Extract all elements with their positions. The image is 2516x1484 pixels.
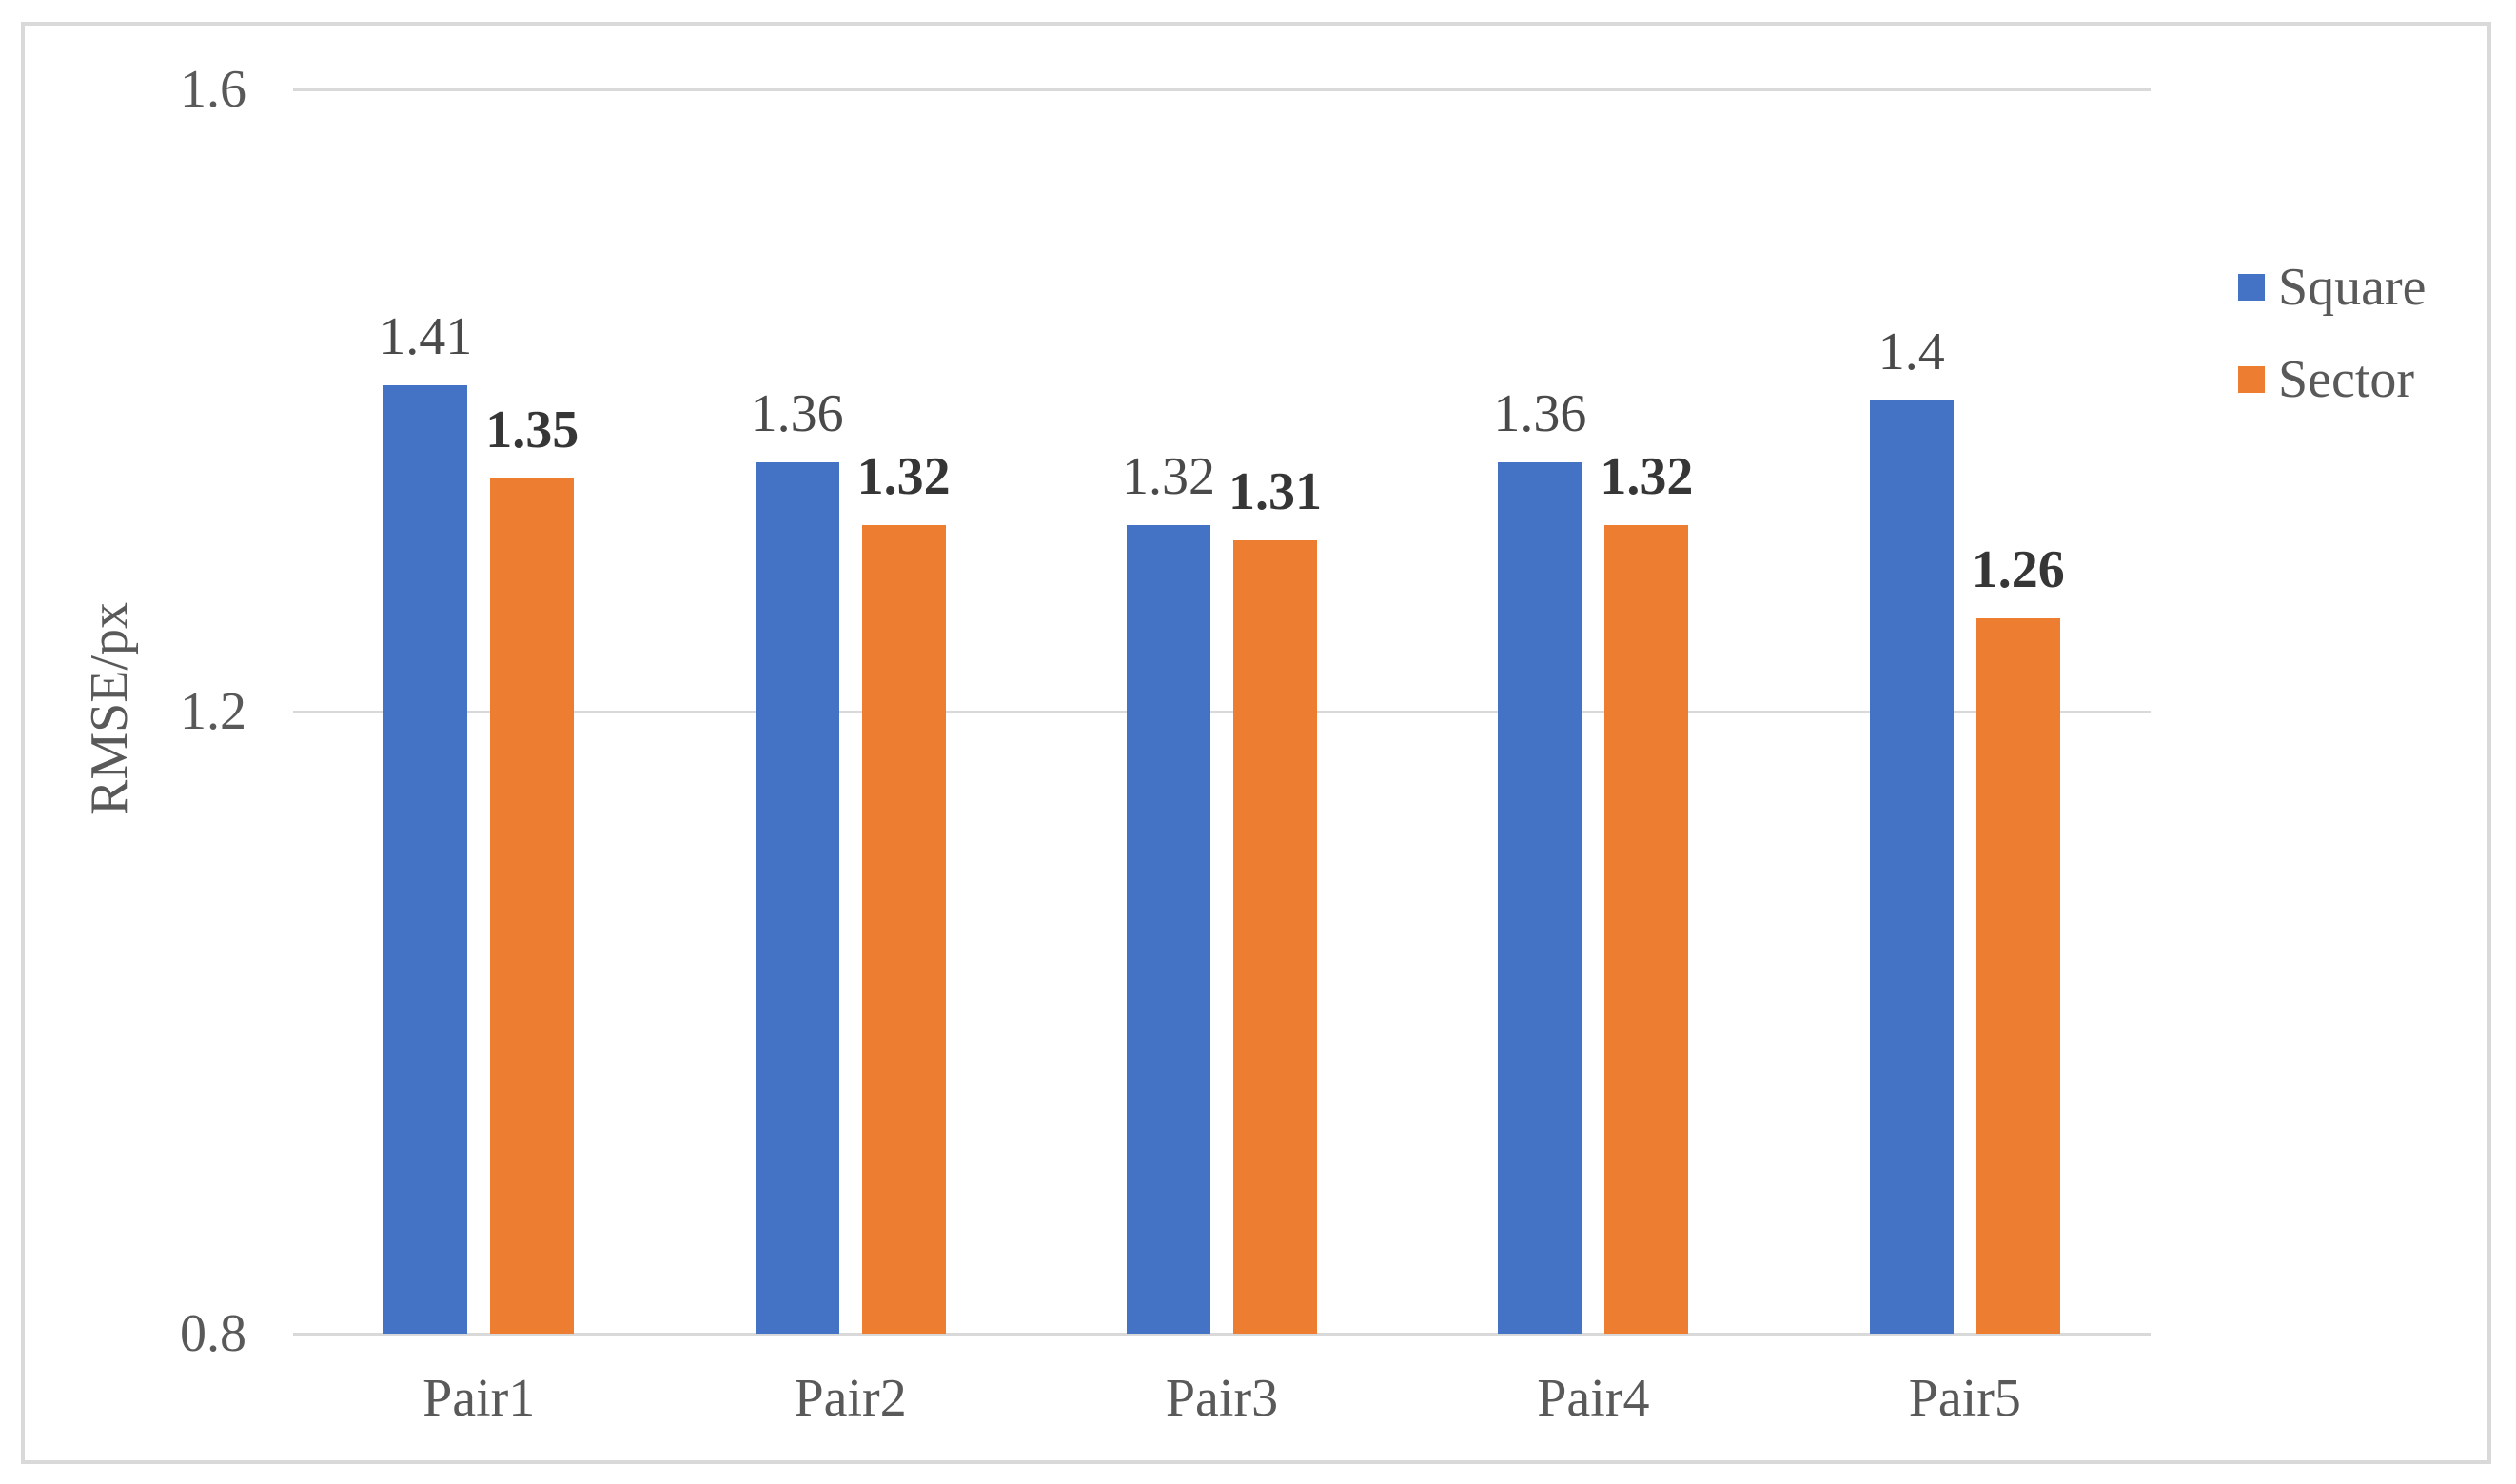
legend-swatch-sector-icon [2238, 366, 2265, 393]
legend-item-sector: Sector [2238, 347, 2414, 412]
bar-square-pair2 [755, 462, 839, 1334]
x-tick-label-pair2: Pair2 [794, 1369, 907, 1428]
gridline-y-0.8 [293, 1333, 2151, 1336]
data-label-square-pair4: 1.36 [1493, 384, 1587, 444]
data-label-square-pair3: 1.32 [1122, 446, 1215, 506]
legend-label-square: Square [2278, 258, 2427, 317]
x-tick-label-pair1: Pair1 [423, 1369, 536, 1428]
bar-square-pair3 [1127, 524, 1210, 1334]
data-label-square-pair2: 1.36 [750, 384, 844, 444]
legend-item-square: Square [2238, 255, 2427, 320]
bar-square-pair4 [1498, 462, 1582, 1334]
x-tick-label-pair4: Pair4 [1537, 1369, 1650, 1428]
bar-sector-pair1 [490, 478, 575, 1334]
data-label-square-pair1: 1.41 [379, 306, 473, 366]
bar-sector-pair2 [861, 524, 946, 1334]
data-label-sector-pair5: 1.26 [1971, 539, 2065, 599]
x-tick-label-pair3: Pair3 [1165, 1369, 1279, 1428]
bars-layer [25, 26, 2487, 1460]
bar-sector-pair5 [1975, 617, 2060, 1334]
y-tick-label: 1.6 [180, 60, 246, 119]
data-label-sector-pair4: 1.32 [1600, 446, 1694, 506]
x-axis-category-labels: Pair1 Pair2 Pair3 Pair4 Pair5 [25, 26, 2487, 1460]
y-axis-tick-labels: 0.8 1.2 1.6 [25, 26, 2487, 1460]
legend-swatch-square-icon [2238, 274, 2265, 301]
data-labels-layer: 1.41 1.36 1.32 1.36 1.4 1.35 1.32 1.31 1.32 1.26 [25, 26, 2487, 1460]
y-tick-label: 1.2 [180, 682, 246, 741]
gridlines-layer [25, 26, 2487, 1460]
legend-label-sector: Sector [2278, 350, 2415, 409]
data-label-sector-pair1: 1.35 [485, 400, 580, 459]
bar-sector-pair4 [1604, 524, 1689, 1334]
chart-frame: RMSE/px 0.8 1.2 1.6 1.41 1.36 1.32 1.36 1.4 1.3… [21, 22, 2491, 1464]
x-tick-label-pair5: Pair5 [1908, 1369, 2021, 1428]
bar-square-pair1 [383, 384, 468, 1334]
gridline-y-1.2 [293, 711, 2151, 713]
legend: Square Sector [25, 26, 2487, 1460]
data-label-sector-pair3: 1.31 [1229, 462, 1322, 522]
bar-square-pair5 [1869, 400, 1954, 1334]
gridline-y-1.6 [293, 88, 2151, 91]
y-tick-label: 0.8 [180, 1304, 246, 1363]
data-label-sector-pair2: 1.32 [856, 446, 951, 506]
bar-sector-pair3 [1233, 540, 1317, 1334]
data-label-square-pair5: 1.4 [1877, 322, 1945, 381]
